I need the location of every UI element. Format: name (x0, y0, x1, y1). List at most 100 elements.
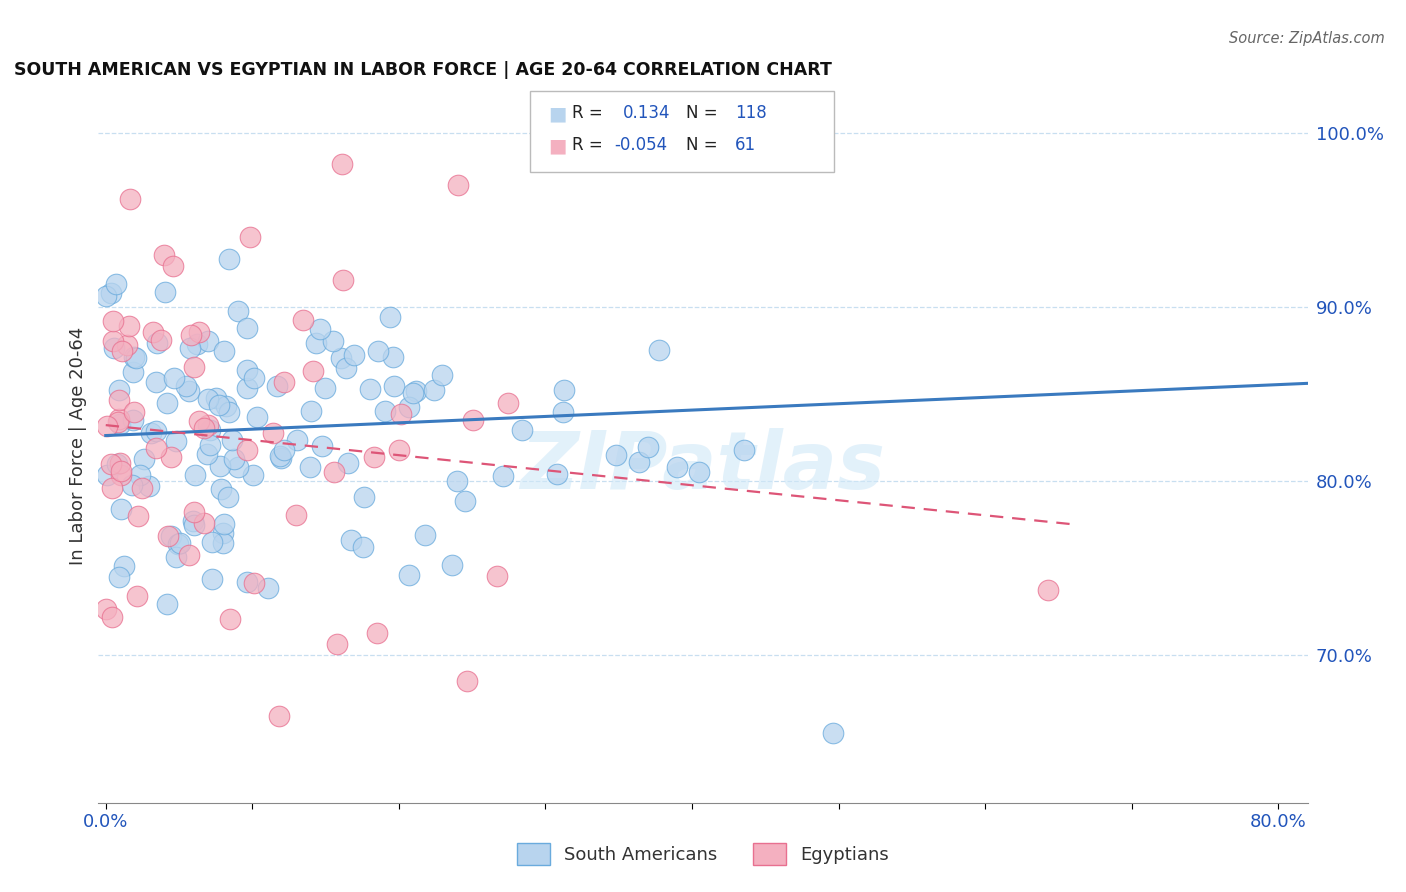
Point (100, 457, 122, 471)
Point (96, 602, 118, 616)
Text: 0.134: 0.134 (623, 104, 671, 122)
Point (145, 441, 167, 455)
Point (821, 726, 844, 740)
Point (218, 612, 240, 626)
Point (201, 534, 224, 549)
Point (146, 335, 169, 350)
Point (374, 404, 396, 418)
Point (110, 467, 132, 482)
Point (138, 479, 160, 493)
Point (96, 467, 118, 482)
Point (197, 417, 219, 432)
Point (647, 343, 669, 357)
Point (343, 348, 366, 362)
Point (666, 460, 689, 475)
Point (156, 597, 179, 611)
Point (226, 303, 249, 318)
Point (302, 364, 325, 378)
Point (353, 491, 375, 505)
Text: Source: ZipAtlas.com: Source: ZipAtlas.com (1229, 31, 1385, 46)
Point (339, 533, 361, 547)
Point (382, 379, 405, 393)
Point (352, 540, 374, 554)
Point (162, 259, 184, 273)
Point (125, 351, 148, 366)
Point (456, 674, 478, 689)
Point (150, 334, 173, 348)
Point (235, 574, 257, 589)
Point (108, 456, 131, 470)
Text: -0.054: -0.054 (614, 136, 668, 154)
Point (441, 558, 464, 572)
Point (209, 458, 232, 473)
Point (105, 277, 128, 291)
Point (166, 537, 188, 551)
Point (122, 350, 145, 364)
Text: 118: 118 (735, 104, 768, 122)
Point (323, 466, 346, 480)
Point (118, 319, 141, 334)
Point (183, 517, 205, 532)
Point (179, 548, 201, 562)
Point (153, 247, 176, 261)
Point (160, 450, 183, 464)
Point (105, 457, 128, 471)
Point (197, 334, 219, 348)
Point (129, 468, 152, 483)
Point (270, 450, 292, 465)
Point (145, 375, 167, 389)
Point (201, 572, 224, 586)
Point (246, 409, 269, 424)
Point (243, 371, 266, 385)
Point (336, 457, 359, 471)
Point (127, 589, 149, 603)
Point (454, 494, 477, 508)
Point (269, 449, 291, 463)
Point (159, 529, 181, 543)
Point (193, 421, 215, 435)
Point (287, 434, 309, 448)
Point (103, 341, 125, 355)
Point (423, 383, 446, 397)
Point (235, 363, 257, 377)
Point (284, 508, 307, 523)
Point (165, 434, 187, 448)
Point (367, 344, 389, 359)
Point (335, 361, 357, 376)
Point (200, 423, 222, 437)
Point (141, 426, 163, 441)
Point (101, 481, 124, 495)
Point (217, 490, 239, 504)
Point (492, 469, 515, 483)
Point (124, 405, 146, 419)
Point (291, 313, 314, 327)
Point (381, 350, 404, 364)
Point (96, 419, 118, 434)
Point (627, 455, 650, 469)
Text: R =: R = (572, 136, 603, 154)
Point (177, 384, 200, 399)
Point (156, 396, 179, 410)
Text: N =: N = (686, 104, 717, 122)
Point (209, 482, 232, 496)
Point (127, 509, 149, 524)
Point (212, 343, 235, 358)
Point (186, 337, 208, 351)
Point (107, 384, 129, 398)
Point (305, 336, 328, 351)
Point (108, 417, 131, 432)
Point (330, 351, 353, 366)
Point (174, 379, 197, 393)
Point (179, 341, 201, 355)
Point (122, 365, 145, 379)
Point (242, 467, 264, 482)
Point (224, 452, 246, 467)
Point (269, 708, 291, 723)
Point (110, 464, 132, 478)
Text: ■: ■ (548, 104, 567, 123)
Point (485, 569, 508, 583)
Point (101, 313, 124, 327)
Point (366, 626, 388, 640)
Point (688, 466, 710, 480)
Point (163, 371, 186, 385)
